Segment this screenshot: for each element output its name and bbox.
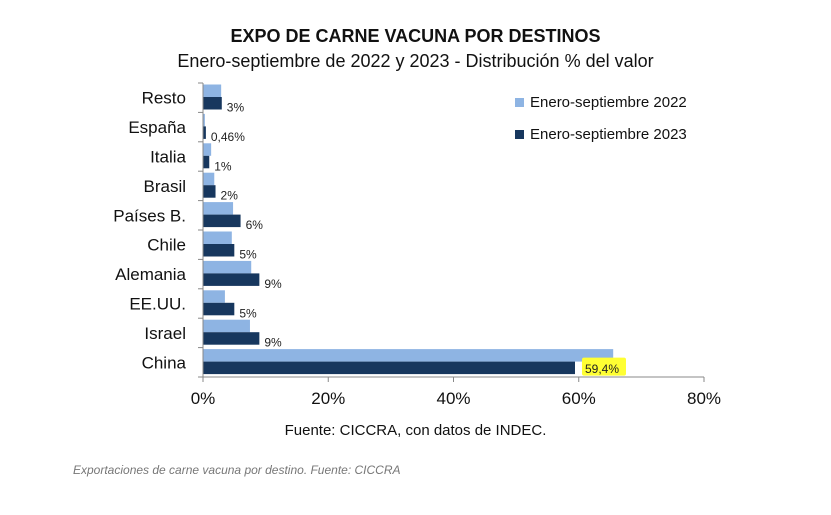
- data-label: 1%: [214, 159, 232, 173]
- x-tick-label: 80%: [687, 389, 721, 408]
- bar-2023: [203, 214, 241, 228]
- category-label: Chile: [147, 236, 186, 255]
- data-label: 9%: [264, 336, 282, 350]
- category-label: España: [128, 118, 186, 137]
- bar-2022: [203, 260, 252, 274]
- category-label: China: [142, 353, 187, 372]
- legend-label: Enero-septiembre 2023: [530, 126, 687, 143]
- x-tick-label: 40%: [436, 389, 470, 408]
- bar-2023: [203, 155, 210, 169]
- x-tick-label: 20%: [311, 389, 345, 408]
- data-label: 5%: [239, 248, 257, 262]
- bar-2022: [203, 290, 225, 303]
- chart-subtitle: Enero-septiembre de 2022 y 2023 - Distri…: [177, 51, 654, 71]
- bar-2023: [203, 244, 235, 257]
- category-label: Alemania: [115, 265, 186, 284]
- bar-2022: [203, 319, 250, 333]
- x-tick-label: 0%: [191, 389, 216, 408]
- bar-2022: [203, 113, 205, 127]
- category-label: Israel: [144, 324, 186, 343]
- chart-title: EXPO DE CARNE VACUNA POR DESTINOS: [230, 26, 601, 46]
- data-label: 0,46%: [211, 130, 245, 144]
- bar-2023: [203, 361, 575, 375]
- legend-item-2023: Enero-septiembre 2023: [515, 126, 687, 143]
- bar-2023: [203, 126, 206, 139]
- category-label: Italia: [150, 148, 186, 167]
- data-label: 3%: [227, 101, 245, 115]
- legend-item-2022: Enero-septiembre 2022: [515, 94, 687, 111]
- legend-swatch: [515, 98, 524, 107]
- data-label: 6%: [246, 218, 264, 232]
- data-label: 9%: [264, 277, 282, 291]
- bar-2023: [203, 97, 222, 110]
- data-label: 2%: [221, 189, 239, 203]
- chart-source: Fuente: CICCRA, con datos de INDEC.: [284, 422, 547, 439]
- legend-label: Enero-septiembre 2022: [530, 94, 687, 111]
- bar-2023: [203, 185, 216, 198]
- x-tick-label: 60%: [562, 389, 596, 408]
- bar-2022: [203, 143, 212, 156]
- bar-2023: [203, 302, 235, 316]
- bar-2022: [203, 202, 234, 215]
- legend-swatch: [515, 130, 524, 139]
- category-label: Países B.: [113, 206, 186, 225]
- category-label: Brasil: [143, 177, 186, 196]
- bar-2023: [203, 332, 260, 345]
- bar-2022: [203, 84, 222, 97]
- data-label: 59,4%: [585, 362, 619, 376]
- bar-2022: [203, 349, 614, 362]
- bar-2022: [203, 172, 215, 186]
- bar-2023: [203, 273, 260, 286]
- data-label: 5%: [239, 306, 257, 320]
- image-caption: Exportaciones de carne vacuna por destin…: [73, 463, 401, 477]
- category-label: EE.UU.: [129, 295, 186, 314]
- bar-2022: [203, 231, 232, 244]
- highlight-box: [581, 357, 626, 376]
- category-label: Resto: [142, 89, 186, 108]
